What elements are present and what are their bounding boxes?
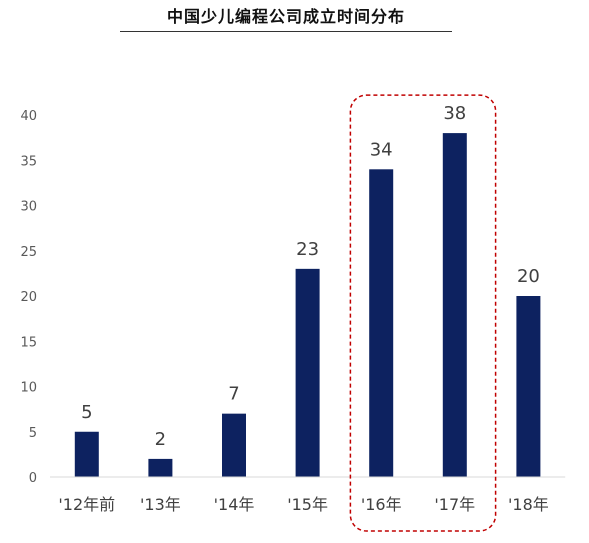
x-tick-label: '16年 [361, 495, 402, 514]
y-tick-label: 30 [20, 200, 37, 215]
bars [74, 133, 541, 478]
chart-title: 中国少儿编程公司成立时间分布 [166, 7, 405, 26]
y-tick-label: 20 [20, 290, 37, 305]
y-tick-label: 40 [20, 109, 37, 124]
bar [442, 133, 467, 477]
y-axis: 0 5 10 15 20 25 30 35 40 [20, 109, 37, 486]
data-label: 5 [81, 402, 92, 423]
bar [369, 169, 394, 478]
bar [516, 296, 541, 477]
data-label: 38 [443, 103, 466, 124]
y-tick-label: 0 [29, 471, 37, 486]
highlight-box [349, 94, 497, 532]
x-axis: '12年前 '13年 '14年 '15年 '16年 '17年 '18年 [50, 476, 566, 514]
y-tick-label: 15 [20, 335, 37, 350]
data-label: 34 [370, 139, 393, 160]
data-label: 20 [517, 266, 540, 287]
x-tick-label: '13年 [140, 495, 181, 514]
y-tick-label: 35 [20, 154, 37, 169]
data-label: 2 [155, 429, 166, 450]
bar [148, 458, 173, 477]
data-label: 23 [296, 239, 319, 260]
highlight-group [349, 94, 497, 532]
bar [74, 431, 99, 477]
y-tick-label: 25 [20, 245, 37, 260]
x-tick-label: '14年 [214, 495, 255, 514]
bar [222, 413, 246, 477]
bar [295, 268, 320, 477]
y-tick-label: 10 [20, 381, 37, 396]
title-underline [120, 31, 452, 32]
x-tick-label: '17年 [434, 495, 475, 514]
x-tick-label: '15年 [287, 495, 328, 514]
data-label: 7 [228, 384, 239, 405]
data-labels: 5 2 7 23 34 38 20 [81, 103, 540, 450]
x-tick-label: '18年 [508, 495, 549, 514]
y-tick-label: 5 [29, 426, 37, 441]
x-tick-label: '12年前 [58, 495, 115, 514]
